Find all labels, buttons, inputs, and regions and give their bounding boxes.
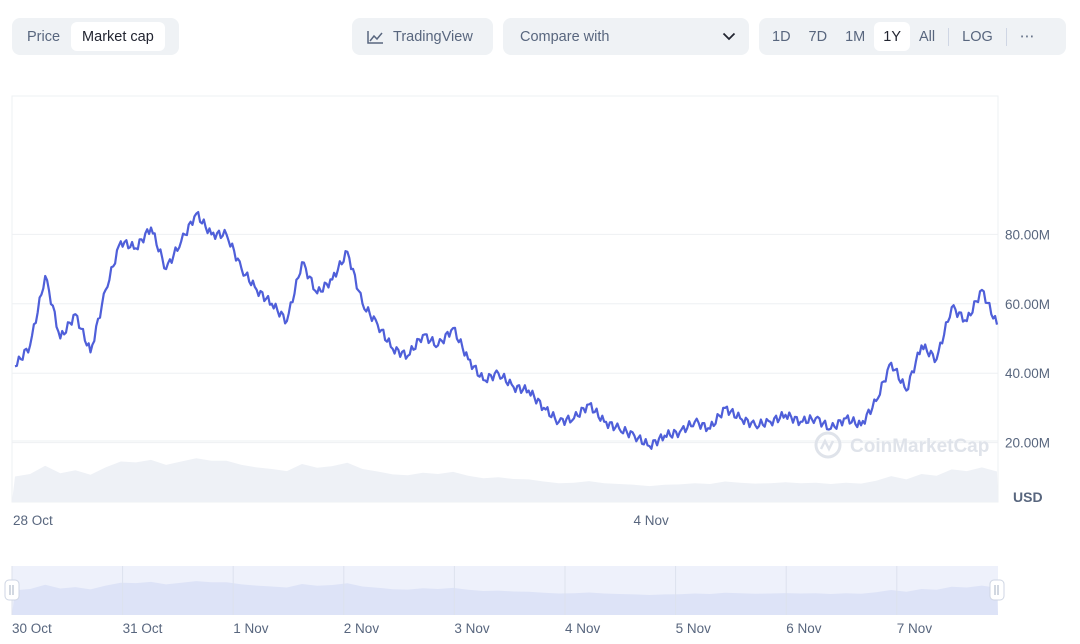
y-tick-label: 80.00M <box>1005 227 1050 242</box>
series-line <box>14 211 999 450</box>
navigator-tick-label: 3 Nov <box>454 621 490 636</box>
price-series <box>14 211 999 450</box>
range-1m[interactable]: 1M <box>845 28 866 45</box>
navigator-tick-label: 30 Oct <box>12 621 52 636</box>
x-tick-label: 28 Oct <box>13 513 53 528</box>
range-all[interactable]: All <box>919 28 936 45</box>
chart-toolbar: Price Market cap TradingView Compare wit… <box>0 18 1080 56</box>
navigator-tick-label: 7 Nov <box>897 621 933 636</box>
log-scale-toggle[interactable]: LOG <box>962 28 993 45</box>
navigator-tick-label: 31 Oct <box>123 621 163 636</box>
compare-with-dropdown[interactable]: Compare with <box>503 18 749 55</box>
navigator-tick-label: 2 Nov <box>344 621 380 636</box>
coinmarketcap-logo-icon <box>814 431 842 459</box>
line-chart-icon <box>367 30 383 44</box>
volume-area <box>12 458 998 502</box>
watermark-text: CoinMarketCap <box>850 436 989 457</box>
currency-label: USD <box>1013 489 1043 505</box>
range-7d[interactable]: 7D <box>808 28 828 45</box>
navigator-axis: 30 Oct 31 Oct 1 Nov 2 Nov 3 Nov 4 Nov 5 Nov 6 N… <box>12 621 932 636</box>
tradingview-button[interactable]: TradingView <box>352 18 493 55</box>
chart-type-toggle: Price Market cap <box>12 18 179 55</box>
y-tick-label: 20.00M <box>1005 436 1050 451</box>
coinmarketcap-watermark: CoinMarketCap <box>814 431 989 459</box>
navigator-area <box>12 581 998 615</box>
divider <box>948 27 950 46</box>
tab-market-cap[interactable]: Market cap <box>71 22 165 51</box>
tradingview-label: TradingView <box>393 28 473 45</box>
navigator-series <box>12 581 998 615</box>
x-tick-label: 4 Nov <box>634 513 670 528</box>
gridlines <box>12 233 998 444</box>
y-tick-label: 60.00M <box>1005 297 1050 312</box>
navigator-tick-label: 1 Nov <box>233 621 269 636</box>
navigator-gridlines <box>11 566 898 615</box>
navigator-right-handle[interactable] <box>989 579 1005 601</box>
y-tick-label: 40.00M <box>1005 366 1050 381</box>
compare-with-label: Compare with <box>520 28 610 45</box>
chevron-down-icon <box>722 32 736 41</box>
volume-fill <box>12 458 998 502</box>
tab-price[interactable]: Price <box>27 28 61 45</box>
range-navigator[interactable] <box>4 566 1005 615</box>
more-options-button[interactable]: ⋯ <box>1019 28 1035 45</box>
range-1d[interactable]: 1D <box>772 28 791 45</box>
y-axis: 20.00M 40.00M 60.00M 80.00M <box>1005 227 1050 450</box>
range-1y[interactable]: 1Y <box>874 22 910 51</box>
navigator-left-handle[interactable] <box>4 579 20 601</box>
navigator-tick-label: 4 Nov <box>565 621 601 636</box>
time-range-toggle: 1D 7D 1M 1Y All LOG ⋯ <box>759 18 1066 55</box>
navigator-tick-label: 5 Nov <box>676 621 712 636</box>
navigator-tick-label: 6 Nov <box>786 621 822 636</box>
x-axis: 28 Oct 4 Nov <box>13 513 669 528</box>
divider <box>1005 27 1007 46</box>
